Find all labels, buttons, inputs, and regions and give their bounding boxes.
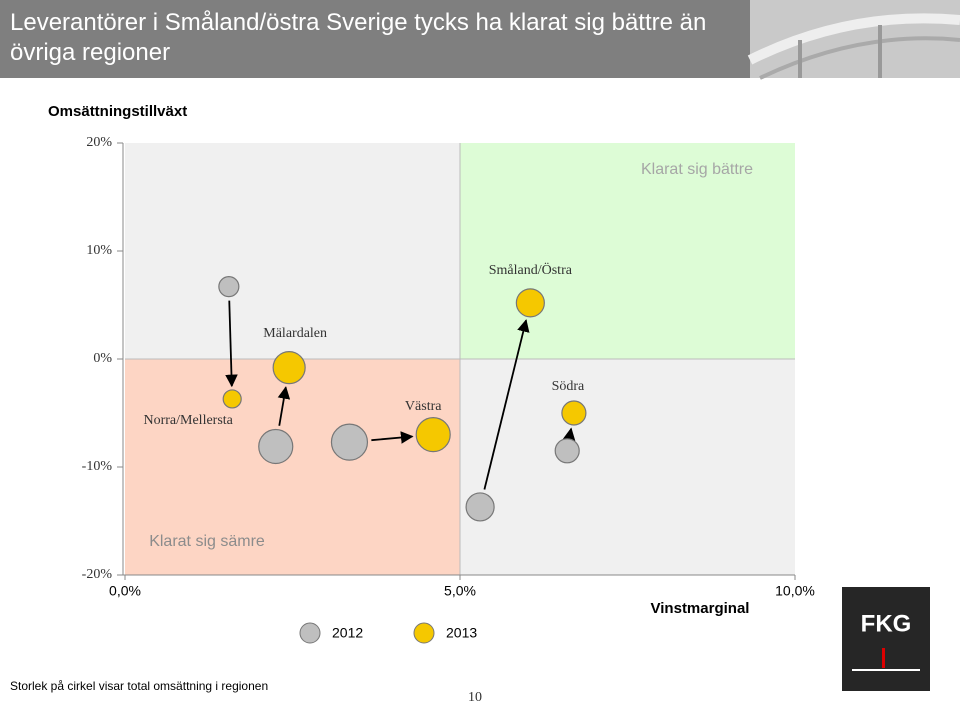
- header-image: [747, 0, 960, 80]
- y-tick-label: 0%: [93, 351, 112, 366]
- y-axis-title: Omsättningstillväxt: [48, 103, 187, 120]
- header-band: Leverantörer i Småland/östra Sverige tyc…: [0, 0, 750, 78]
- annotation: Klarat sig sämre: [149, 533, 265, 550]
- x-axis-title: Vinstmarginal: [651, 600, 750, 617]
- arrow: [483, 319, 530, 490]
- bubble: [415, 417, 451, 453]
- bubble: [258, 428, 294, 465]
- page-number: 10: [468, 690, 482, 705]
- y-tick-label: -10%: [82, 459, 113, 474]
- x-tick-label: 10,0%: [775, 583, 815, 599]
- quadrant: [460, 359, 795, 575]
- y-tick-label: 20%: [86, 135, 112, 150]
- slide-title: Leverantörer i Småland/östra Sverige tyc…: [10, 9, 707, 66]
- arrow: [277, 386, 291, 426]
- arrow: [225, 300, 238, 388]
- quadrant-better: [460, 143, 795, 359]
- bubble: [465, 492, 495, 522]
- legend-swatch: [299, 622, 321, 644]
- bubble: [554, 438, 580, 464]
- quadrant-worse: [125, 359, 460, 575]
- footnote: Storlek på cirkel visar total omsättning…: [10, 679, 268, 693]
- y-tick-label: 10%: [86, 243, 112, 258]
- x-tick-label: 5,0%: [444, 583, 476, 599]
- legend-label: 2012: [332, 625, 363, 641]
- region-label: Småland/Östra: [489, 261, 573, 278]
- region-label: Mälardalen: [263, 326, 327, 341]
- logo: FKG: [842, 587, 930, 691]
- bubble: [515, 288, 545, 318]
- legend: 2012 2013: [299, 622, 477, 644]
- annotation: Klarat sig bättre: [641, 161, 753, 178]
- arrow: [562, 427, 576, 442]
- quadrant: [125, 143, 460, 359]
- bubble: [330, 423, 369, 461]
- legend-swatch: [413, 622, 435, 644]
- bubble: [561, 400, 587, 426]
- bubble: [272, 351, 306, 385]
- bubble: [218, 276, 240, 298]
- region-label: Norra/Mellersta: [143, 413, 233, 428]
- region-label: Västra: [405, 399, 442, 414]
- legend-label: 2013: [446, 625, 477, 641]
- arrow: [371, 431, 414, 444]
- plot: Klarat sig bättre Klarat sig sämre 20% 10% 0…: [82, 135, 815, 598]
- y-tick-label: -20%: [82, 567, 113, 582]
- bubble: [222, 389, 242, 409]
- logo-text: FKG: [861, 610, 912, 637]
- region-label: Södra: [552, 379, 585, 394]
- x-tick-label: 0,0%: [109, 583, 141, 599]
